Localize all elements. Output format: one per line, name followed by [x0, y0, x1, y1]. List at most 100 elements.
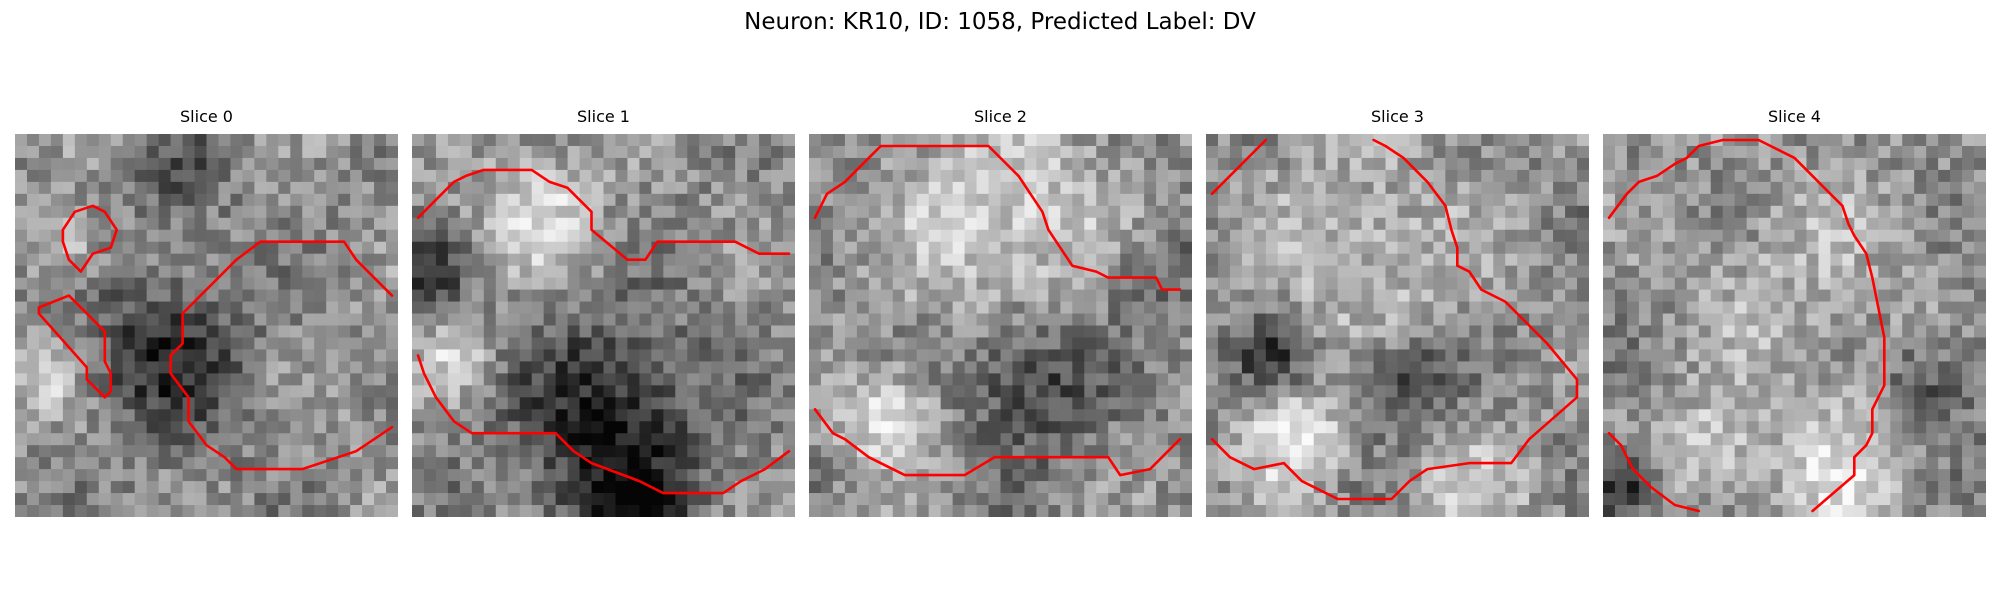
- pixel: [1529, 169, 1542, 183]
- pixel: [904, 409, 918, 422]
- pixel: [735, 145, 748, 159]
- pixel: [1072, 325, 1085, 338]
- pixel: [1096, 505, 1109, 517]
- pixel: [1168, 313, 1181, 326]
- pixel: [1722, 157, 1736, 171]
- pixel: [194, 181, 207, 195]
- pixel: [1565, 469, 1578, 482]
- pixel: [1168, 145, 1181, 159]
- pixel: [1289, 493, 1303, 506]
- pixel: [1505, 349, 1518, 362]
- pixel: [519, 157, 533, 171]
- pixel: [723, 325, 736, 338]
- pixel: [531, 205, 545, 219]
- pixel: [1409, 481, 1422, 494]
- pixel: [1638, 157, 1652, 171]
- pixel: [904, 181, 918, 195]
- pixel: [687, 337, 700, 350]
- pixel: [519, 469, 533, 482]
- pixel: [820, 409, 834, 422]
- pixel: [603, 397, 616, 410]
- pixel: [230, 229, 243, 243]
- pixel: [904, 289, 918, 302]
- pixel: [555, 289, 568, 302]
- pixel: [1385, 265, 1398, 279]
- pixel: [326, 193, 339, 207]
- pixel: [880, 433, 894, 446]
- pixel: [254, 433, 267, 446]
- pixel: [50, 205, 64, 219]
- pixel: [844, 157, 858, 171]
- pixel: [146, 361, 160, 374]
- pixel: [170, 253, 183, 267]
- pixel: [134, 134, 148, 147]
- pixel: [531, 217, 545, 231]
- pixel: [230, 145, 243, 159]
- pixel: [1206, 457, 1219, 470]
- pixel: [1890, 277, 1903, 290]
- pixel: [615, 349, 628, 362]
- pixel: [627, 361, 640, 374]
- pixel: [555, 265, 568, 279]
- pixel: [1890, 229, 1903, 243]
- pixel: [916, 445, 930, 458]
- pixel: [1156, 337, 1169, 350]
- pixel: [892, 337, 906, 350]
- slice-title-3: Slice 3: [1371, 107, 1424, 126]
- pixel: [1914, 409, 1927, 422]
- pixel: [892, 433, 906, 446]
- pixel: [1638, 301, 1652, 314]
- pixel: [699, 145, 712, 159]
- pixel: [447, 385, 461, 398]
- pixel: [350, 493, 363, 506]
- pixel: [495, 505, 509, 517]
- pixel: [1493, 181, 1506, 195]
- pixel: [412, 181, 425, 195]
- pixel: [1950, 313, 1963, 326]
- pixel: [639, 481, 652, 494]
- pixel: [1265, 493, 1279, 506]
- pixel: [892, 134, 906, 147]
- pixel: [170, 457, 183, 470]
- pixel: [1902, 433, 1915, 446]
- pixel: [1036, 349, 1049, 362]
- pixel: [1277, 325, 1291, 338]
- pixel: [1409, 289, 1422, 302]
- pixel: [820, 325, 834, 338]
- pixel: [1686, 169, 1700, 183]
- pixel: [1168, 469, 1181, 482]
- pixel: [15, 193, 28, 207]
- pixel: [1265, 301, 1279, 314]
- pixel: [1036, 397, 1049, 410]
- pixel: [15, 134, 28, 147]
- pixel: [483, 421, 497, 434]
- pixel: [447, 433, 461, 446]
- pixel: [1782, 349, 1795, 362]
- pixel: [1553, 181, 1566, 195]
- pixel: [98, 433, 112, 446]
- pixel: [591, 253, 604, 267]
- pixel: [98, 445, 112, 458]
- pixel: [1457, 493, 1470, 506]
- pixel: [964, 193, 977, 207]
- pixel: [26, 469, 40, 482]
- pixel: [15, 433, 28, 446]
- pixel: [38, 325, 52, 338]
- pixel: [1361, 505, 1374, 517]
- pixel: [1180, 313, 1192, 326]
- pixel: [1313, 253, 1327, 267]
- pixel: [1698, 325, 1712, 338]
- pixel: [374, 409, 387, 422]
- pixel: [675, 361, 688, 374]
- pixel: [1084, 409, 1097, 422]
- pixel: [1758, 241, 1771, 255]
- pixel: [1638, 193, 1652, 207]
- pixel: [1048, 145, 1061, 159]
- pixel: [1265, 157, 1279, 171]
- pixel: [976, 493, 989, 506]
- pixel: [1301, 373, 1315, 386]
- pixel: [1156, 457, 1169, 470]
- pixel: [1553, 289, 1566, 302]
- pixel: [687, 409, 700, 422]
- pixel: [723, 301, 736, 314]
